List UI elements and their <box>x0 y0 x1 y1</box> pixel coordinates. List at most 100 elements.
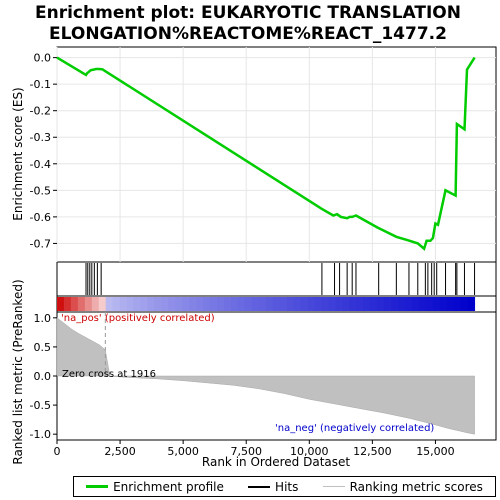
ranking-bar-segment <box>279 297 288 311</box>
ranking-bar-segment <box>175 297 183 311</box>
x-axis-label: Rank in Ordered Dataset <box>202 455 350 469</box>
ranking-bar-segment <box>314 297 322 311</box>
ranking-bar-segment <box>300 297 309 311</box>
ranking-bar-segment <box>391 297 399 311</box>
ranking-bar-segment <box>425 297 434 311</box>
x-tick-label: 15,000 <box>416 445 455 458</box>
ranking-bar-segment <box>377 297 385 311</box>
ranking-bar-segment <box>321 297 329 311</box>
ranking-bar-segment <box>335 297 343 311</box>
ranking-metric-swatch <box>322 486 345 487</box>
legend-item-enrichment: Enrichment profile <box>86 480 224 494</box>
ranking-bar-segment <box>251 297 260 311</box>
metric-y-ticks: 1.0 0.5 0.0 -0.5 -1.0 <box>30 312 57 441</box>
es-y-axis-label: Enrichment score (ES) <box>11 87 25 220</box>
ranking-bar-segment <box>384 297 392 311</box>
ranking-bar-segment <box>98 297 107 311</box>
es-y-tick-label: -0.1 <box>30 78 51 91</box>
ranking-bar-segment <box>224 297 232 311</box>
ranking-bar-segment <box>77 297 86 311</box>
es-y-tick-label: 0.0 <box>34 52 52 65</box>
ranking-bar-segment <box>126 297 135 311</box>
ranking-bar-segment <box>265 297 274 311</box>
ranking-bar-segment <box>286 297 295 311</box>
metric-y-tick-label: -0.5 <box>30 399 51 412</box>
hits-panel-frame <box>56 261 497 297</box>
ranking-bar-segment <box>356 297 364 311</box>
metric-y-axis-label: Ranked list metric (PreRanked) <box>11 279 25 464</box>
es-y-tick-label: -0.7 <box>30 237 51 250</box>
ranking-bar-segment <box>161 297 169 311</box>
ranking-bar-segment <box>196 297 204 311</box>
x-tick-label: 7,500 <box>230 445 262 458</box>
es-y-tick-label: -0.2 <box>30 105 51 118</box>
ranking-bar-segment <box>105 297 114 311</box>
ranking-bar-segment <box>70 297 79 311</box>
ranking-bar-segment <box>328 297 336 311</box>
zero-cross-label: Zero cross at 1916 <box>62 369 156 380</box>
ranking-bar-segment <box>467 297 476 311</box>
ranking-bar-segment <box>432 297 441 311</box>
metric-y-tick-label: 1.0 <box>34 312 52 325</box>
hits-layer <box>85 263 476 295</box>
x-tick-label: 5,000 <box>167 445 199 458</box>
ranking-bar-segment <box>168 297 176 311</box>
ranking-bar-segment <box>140 297 148 311</box>
x-tick-label: 12,500 <box>353 445 392 458</box>
ranking-bar-segment <box>342 297 350 311</box>
es-y-tick-label: -0.3 <box>30 131 51 144</box>
enrichment-profile-line <box>56 56 476 251</box>
ranking-bar-segment <box>370 297 378 311</box>
enrichment-profile-swatch <box>86 485 109 488</box>
ranking-bar-segment <box>133 297 142 311</box>
ranking-bar-segment <box>307 297 315 311</box>
x-tick-label: 0 <box>54 445 61 458</box>
es-panel-frame <box>56 46 497 263</box>
ranking-bar-segment <box>119 297 128 311</box>
es-y-tick-label: -0.6 <box>30 211 51 224</box>
legend: Enrichment profile Hits Ranking metric s… <box>73 476 496 497</box>
metric-layer <box>56 312 475 435</box>
ranking-bar-segment <box>439 297 448 311</box>
ranking-bar-segment <box>418 297 427 311</box>
ranking-bar-segment <box>349 297 357 311</box>
ranking-bar-segment <box>446 297 455 311</box>
ranking-bar-segment <box>272 297 281 311</box>
ranking-bar-segment <box>217 297 225 311</box>
legend-label-hits: Hits <box>275 479 299 494</box>
metric-y-tick-label: -1.0 <box>30 428 51 441</box>
ranking-bar-segment <box>182 297 190 311</box>
legend-label-ranking: Ranking metric scores <box>349 479 483 494</box>
pos-correlated-label: 'na_pos' (positively correlated) <box>61 313 215 324</box>
ranking-bar-segment <box>84 297 93 311</box>
legend-item-ranking: Ranking metric scores <box>322 479 483 494</box>
chart-title-line2: ELONGATION%REACTOME%REACT_1477.2 <box>49 24 447 44</box>
ranking-bar-segment <box>244 297 253 311</box>
ranking-bar-layer <box>57 297 476 311</box>
ranking-bar-segment <box>460 297 469 311</box>
es-y-ticks: 0.0 -0.1 -0.2 -0.3 -0.4 -0.5 -0.6 -0.7 <box>30 52 57 250</box>
x-ticks: 0 2,500 5,000 7,500 10,000 12,500 15,000 <box>54 440 455 458</box>
ranking-bar-segment <box>398 297 406 311</box>
ranking-bar-segment <box>189 297 197 311</box>
ranking-bar-segment <box>453 297 462 311</box>
ranking-bar-segment <box>293 297 302 311</box>
es-y-tick-label: -0.5 <box>30 184 51 197</box>
ranking-bar-segment <box>210 297 218 311</box>
ranking-bar-segment <box>203 297 211 311</box>
neg-correlated-label: 'na_neg' (negatively correlated) <box>275 423 434 434</box>
es-y-tick-label: -0.4 <box>30 158 51 171</box>
ranking-bar-segment <box>363 297 371 311</box>
hits-swatch <box>248 485 271 488</box>
ranking-bar-segment <box>63 297 72 311</box>
ranking-bar-segment <box>91 297 100 311</box>
es-line-layer <box>56 56 476 251</box>
ranking-bar-segment <box>112 297 121 311</box>
x-tick-label: 2,500 <box>104 445 136 458</box>
legend-label-enrichment: Enrichment profile <box>113 479 224 494</box>
metric-y-tick-label: 0.5 <box>34 341 52 354</box>
ranking-metric-area <box>56 317 475 435</box>
ranking-bar-segment <box>237 297 246 311</box>
